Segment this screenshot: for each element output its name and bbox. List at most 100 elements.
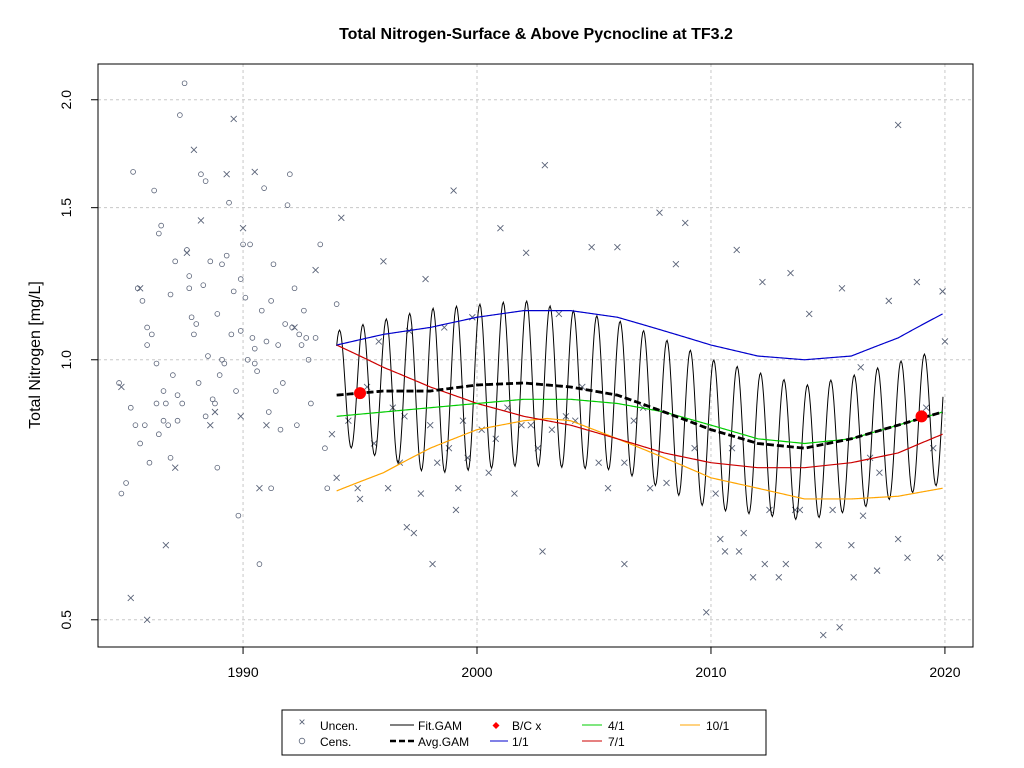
x-tick-label: 1990 (227, 664, 258, 680)
uncen-point (422, 275, 429, 283)
uncen-point (459, 417, 467, 425)
uncen-point (504, 404, 511, 412)
cens-point (193, 321, 200, 327)
uncen-point (183, 249, 191, 257)
uncen-point (518, 421, 525, 429)
uncen-point (733, 246, 741, 254)
uncen-point (230, 115, 238, 123)
cens-point (214, 311, 221, 317)
fit-gam-line (336, 299, 944, 521)
uncen-point (454, 484, 462, 492)
uncen-point (312, 266, 319, 274)
uncen-point (527, 421, 535, 429)
y-tick-label: 1.0 (58, 350, 74, 370)
uncen-point (450, 187, 457, 194)
uncen-point (356, 495, 364, 503)
grid (98, 64, 973, 647)
uncen-point (440, 324, 448, 331)
cens-point (308, 400, 314, 407)
cens-point (151, 187, 157, 194)
uncen-point (337, 214, 345, 222)
uncen-point (478, 426, 486, 433)
cens-point (127, 404, 134, 411)
cens-point (235, 512, 242, 519)
cens-point (219, 356, 225, 363)
cens-point (287, 171, 293, 177)
x-axis: 1990 2000 2010 2020 (227, 647, 961, 680)
cens-point (198, 171, 204, 177)
cens-point (251, 360, 258, 367)
cens-point (167, 291, 174, 298)
uncen-point (728, 444, 736, 452)
uncen-point (433, 459, 441, 467)
cens-point (294, 422, 300, 428)
day-1-1-line (336, 310, 943, 361)
uncen-point (913, 278, 921, 286)
cens-point (130, 169, 136, 175)
uncen-point (740, 529, 748, 537)
uncen-point (922, 404, 930, 412)
x-tick-label: 2000 (461, 664, 492, 680)
cens-point (207, 258, 214, 265)
cens-point (298, 342, 305, 348)
cens-point (270, 261, 277, 268)
plot-frame (97, 63, 974, 648)
cens-point (303, 335, 310, 341)
uncen-point (497, 224, 504, 232)
cens-point (205, 353, 211, 359)
cens-point (322, 445, 328, 451)
cens-point (165, 422, 171, 428)
uncen-point (548, 426, 556, 433)
uncen-point (894, 121, 902, 129)
cens-point (191, 331, 197, 338)
uncen-point (251, 168, 259, 176)
uncen-point (885, 297, 893, 305)
uncen-point (894, 535, 902, 543)
cens-point (317, 241, 324, 248)
cens-point (214, 464, 221, 471)
uncen-point (941, 338, 949, 345)
uncen-point (904, 554, 911, 562)
legend-bc-symbol (492, 722, 500, 729)
cens-point (153, 360, 160, 367)
legend-cens-label: Cens. (320, 735, 351, 749)
cens-point (134, 285, 141, 292)
uncen-point (712, 490, 719, 497)
cens-point (289, 324, 295, 331)
uncen-point (380, 258, 387, 265)
uncen-point (604, 484, 612, 492)
cens-point (251, 345, 258, 352)
uncen-point (646, 484, 654, 492)
y-axis: 0.5 1.0 1.5 2.0 (58, 90, 98, 630)
cens-point (333, 301, 340, 307)
cens-point (301, 307, 307, 314)
cens-point (268, 298, 274, 304)
uncen-point (857, 364, 865, 371)
legend-fit-label: Fit.GAM (418, 719, 462, 733)
uncen-point (848, 541, 855, 549)
uncen-point (787, 269, 794, 277)
bc-point (915, 410, 928, 423)
cens-point (212, 400, 218, 407)
cens-point (156, 431, 162, 438)
uncen-point (354, 484, 362, 492)
uncen-point (702, 609, 710, 616)
legend-10-1-label: 10/1 (706, 719, 730, 733)
legend-1-1-label: 1/1 (512, 735, 529, 749)
uncen-point (838, 284, 846, 292)
cens-point (144, 324, 150, 331)
cens-point (261, 185, 267, 191)
uncen-point (614, 243, 621, 251)
cens-point (305, 356, 312, 363)
uncen-point (621, 459, 628, 467)
legend-uncen-symbol: × (298, 715, 305, 729)
legend-7-1-label: 7/1 (608, 735, 625, 749)
cens-point (167, 455, 174, 461)
cens-point (195, 380, 202, 386)
bc-point (354, 387, 367, 400)
x-tick-label: 2020 (929, 664, 960, 680)
uncen-point (681, 219, 689, 227)
cens-point (144, 342, 150, 348)
uncen-point (190, 146, 198, 154)
